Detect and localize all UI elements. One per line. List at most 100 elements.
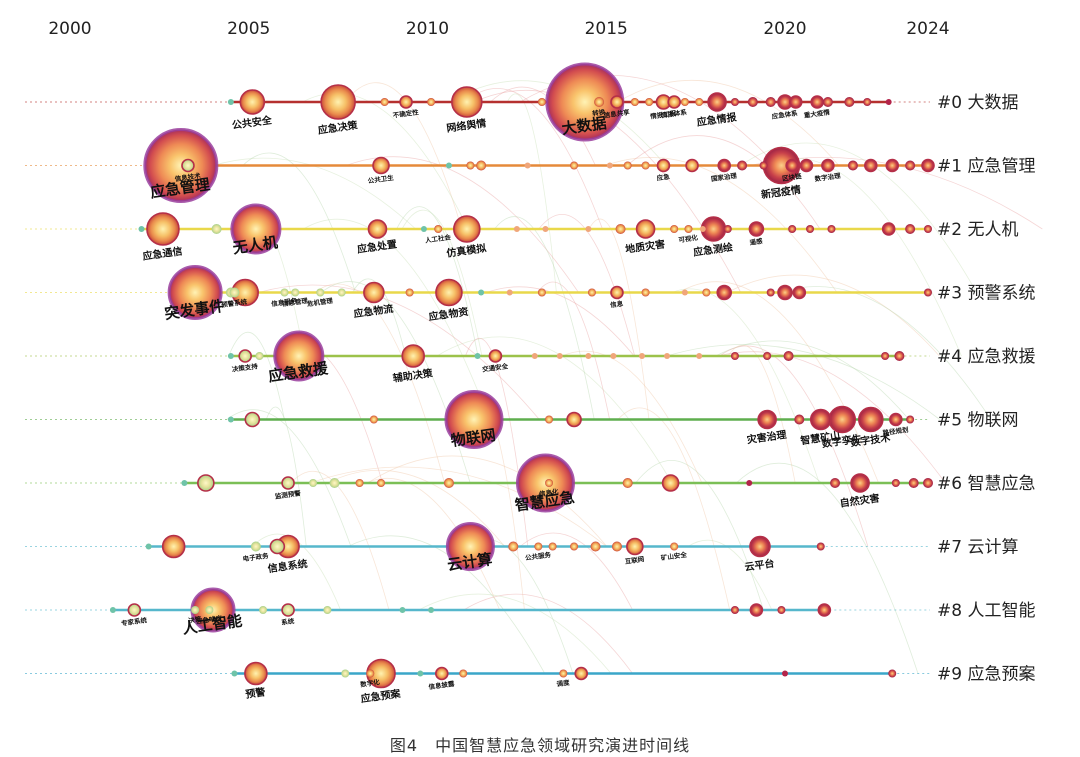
keyword-node	[445, 162, 452, 169]
keyword-label: 信息	[610, 299, 625, 310]
citation-arc	[418, 593, 612, 674]
keyword-label: 网络舆情	[446, 116, 487, 134]
keyword-node	[785, 158, 799, 173]
keyword-node	[680, 98, 689, 106]
citation-arc	[346, 156, 579, 293]
keyword-node	[380, 98, 389, 106]
keyword-label: 新冠疫情	[760, 183, 801, 201]
year-axis: 2000 2005 2010 2015 2020 2024	[48, 19, 949, 39]
keyword-node	[445, 522, 495, 571]
keyword-node	[885, 99, 892, 105]
keyword-node	[730, 98, 739, 106]
cluster-label-8: #8 人工智能	[937, 601, 1035, 621]
cluster-label-7: #7 云计算	[937, 538, 1018, 558]
keyword-node	[399, 95, 413, 109]
keyword-node	[656, 158, 671, 173]
keyword-node	[309, 479, 318, 487]
keyword-node	[847, 160, 858, 171]
keyword-node	[238, 349, 252, 363]
keyword-label: 应急通信	[142, 244, 183, 262]
keyword-node	[427, 98, 436, 106]
keyword-node	[788, 225, 797, 233]
keyword-node	[817, 603, 832, 617]
keyword-node	[905, 160, 916, 171]
keyword-node	[881, 222, 896, 236]
keyword-node	[782, 670, 788, 677]
keyword-label: 区块链	[782, 171, 803, 183]
keyword-node	[921, 158, 935, 173]
keyword-node	[548, 542, 557, 551]
keyword-node	[377, 479, 386, 487]
keyword-node	[717, 158, 732, 173]
citation-arc	[588, 218, 650, 420]
keyword-node	[537, 288, 546, 297]
keyword-node	[428, 607, 435, 613]
keyword-node	[822, 97, 833, 107]
keyword-label: 数字治理	[814, 171, 841, 184]
keyword-node	[329, 478, 340, 488]
citation-arc	[242, 152, 356, 293]
keyword-node	[828, 405, 857, 434]
keyword-node	[355, 479, 364, 487]
keyword-node	[681, 289, 688, 296]
keyword-node	[574, 666, 589, 681]
keyword-label: 信息披露	[428, 679, 455, 692]
keyword-node	[716, 284, 733, 301]
keyword-node	[506, 289, 513, 296]
keyword-label: 转换	[592, 107, 607, 118]
keyword-node	[889, 412, 903, 427]
keyword-node	[626, 537, 644, 556]
cluster-label-6: #6 智慧应急	[937, 474, 1035, 494]
keyword-node	[281, 603, 295, 617]
keyword-node	[809, 408, 832, 431]
keyword-node	[788, 95, 803, 109]
keyword-node	[641, 161, 650, 170]
citation-arc	[494, 216, 595, 420]
keyword-node	[590, 541, 601, 552]
keyword-node	[531, 353, 538, 359]
keyword-label: 信息技术	[174, 171, 201, 184]
keyword-label: 应急响应	[196, 613, 223, 626]
keyword-node	[524, 162, 531, 169]
keyword-node	[765, 97, 776, 107]
axis-year-2000: 2000	[48, 19, 91, 39]
keyword-node	[316, 288, 325, 297]
cluster-label-9: #9 应急预案	[937, 665, 1035, 685]
keyword-node	[420, 226, 427, 232]
keyword-node	[405, 288, 414, 297]
keyword-node	[537, 98, 546, 106]
citation-arc	[327, 469, 505, 547]
keyword-node	[559, 669, 568, 678]
keyword-label: 应急情报	[696, 110, 737, 128]
keyword-node	[211, 224, 222, 234]
keyword-node	[747, 97, 758, 107]
keyword-node	[231, 670, 238, 677]
keyword-node	[661, 474, 680, 492]
keyword-node	[337, 288, 346, 297]
keyword-node	[737, 160, 748, 171]
keyword-node	[281, 476, 295, 490]
keyword-label: 互联网	[624, 554, 645, 566]
keyword-node	[161, 534, 186, 559]
citation-arc	[666, 344, 940, 420]
keyword-node	[291, 288, 300, 297]
keyword-label: 应急物流	[353, 302, 394, 320]
keyword-node	[259, 606, 268, 614]
citation-arc	[290, 471, 390, 611]
keyword-node	[610, 353, 617, 359]
keyword-node	[723, 225, 732, 233]
keyword-label: 系统	[281, 616, 296, 627]
keyword-node	[369, 415, 378, 424]
keyword-node	[434, 225, 443, 233]
keyword-label: 云平台	[744, 557, 776, 574]
keyword-node	[908, 478, 919, 488]
keyword-node	[730, 606, 739, 614]
keyword-label: 遥感	[749, 236, 764, 247]
keyword-label: 可视化	[678, 233, 699, 245]
citation-arc	[727, 274, 940, 357]
keyword-node	[466, 161, 475, 170]
